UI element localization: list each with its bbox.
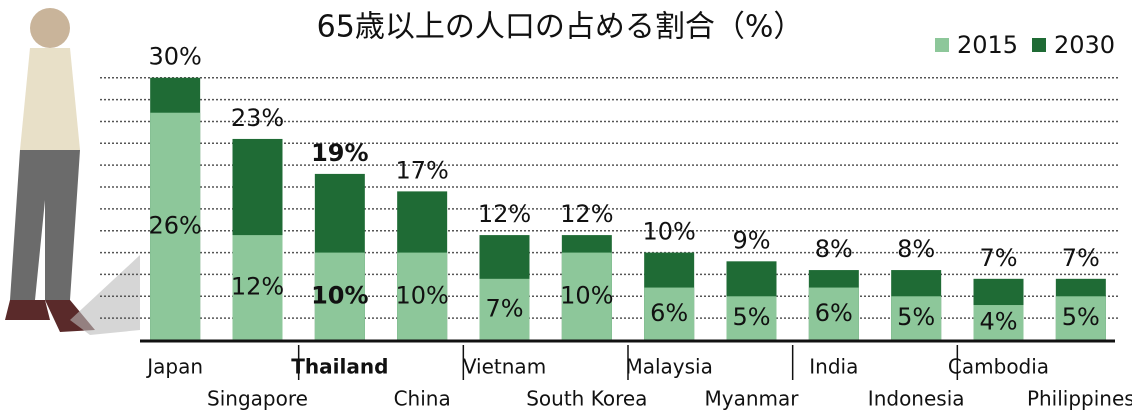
bar <box>726 296 777 340</box>
bar <box>808 287 859 340</box>
value-label: 7% <box>979 244 1017 272</box>
legend-swatch <box>935 38 949 52</box>
value-label: 5% <box>897 303 935 331</box>
bar <box>314 252 365 340</box>
value-label: 10% <box>311 281 368 309</box>
bar <box>150 112 201 340</box>
x-tick-label: China <box>394 387 451 411</box>
value-label: 12% <box>560 200 613 228</box>
value-label: 4% <box>979 308 1017 336</box>
x-tick-label: Japan <box>145 355 203 379</box>
value-label: 7% <box>1062 244 1100 272</box>
bar <box>397 252 448 340</box>
bar <box>561 252 612 340</box>
value-label: 9% <box>732 226 770 254</box>
value-label: 12% <box>231 273 284 301</box>
x-tick-label: Philippines <box>1027 387 1132 411</box>
x-tick-label: Thailand <box>291 355 388 379</box>
value-label: 23% <box>231 104 284 132</box>
chart-title: 65歳以上の人口の占める割合（%） <box>317 10 804 45</box>
value-label: 6% <box>650 299 688 327</box>
bar <box>232 235 283 340</box>
value-label: 7% <box>485 294 523 322</box>
value-label: 8% <box>815 235 853 263</box>
bar <box>1055 296 1106 340</box>
value-label: 5% <box>732 303 770 331</box>
legend-label: 2030 <box>1054 31 1115 59</box>
value-label: 30% <box>148 43 201 71</box>
x-tick-label: Cambodia <box>948 355 1049 379</box>
value-label: 26% <box>148 211 201 239</box>
value-label: 12% <box>478 200 531 228</box>
legend-swatch <box>1032 38 1046 52</box>
value-label: 6% <box>815 299 853 327</box>
value-label: 5% <box>1062 303 1100 331</box>
bar <box>891 296 942 340</box>
bar <box>479 278 530 340</box>
value-label: 10% <box>642 218 695 246</box>
value-label: 10% <box>560 281 613 309</box>
x-tick-label: Vietnam <box>463 355 546 379</box>
x-tick-label: Malaysia <box>625 355 712 379</box>
value-label: 19% <box>311 139 368 167</box>
value-label: 17% <box>395 156 448 184</box>
legend-label: 2015 <box>957 31 1018 59</box>
value-label: 10% <box>395 281 448 309</box>
bar <box>644 287 695 340</box>
x-tick-label: Singapore <box>207 387 308 411</box>
x-tick-label: South Korea <box>526 387 647 411</box>
x-tick-label: India <box>809 355 858 379</box>
bar <box>973 305 1024 340</box>
x-tick-label: Myanmar <box>705 387 800 411</box>
value-label: 8% <box>897 235 935 263</box>
illustration <box>5 8 140 335</box>
x-tick-label: Indonesia <box>868 387 965 411</box>
